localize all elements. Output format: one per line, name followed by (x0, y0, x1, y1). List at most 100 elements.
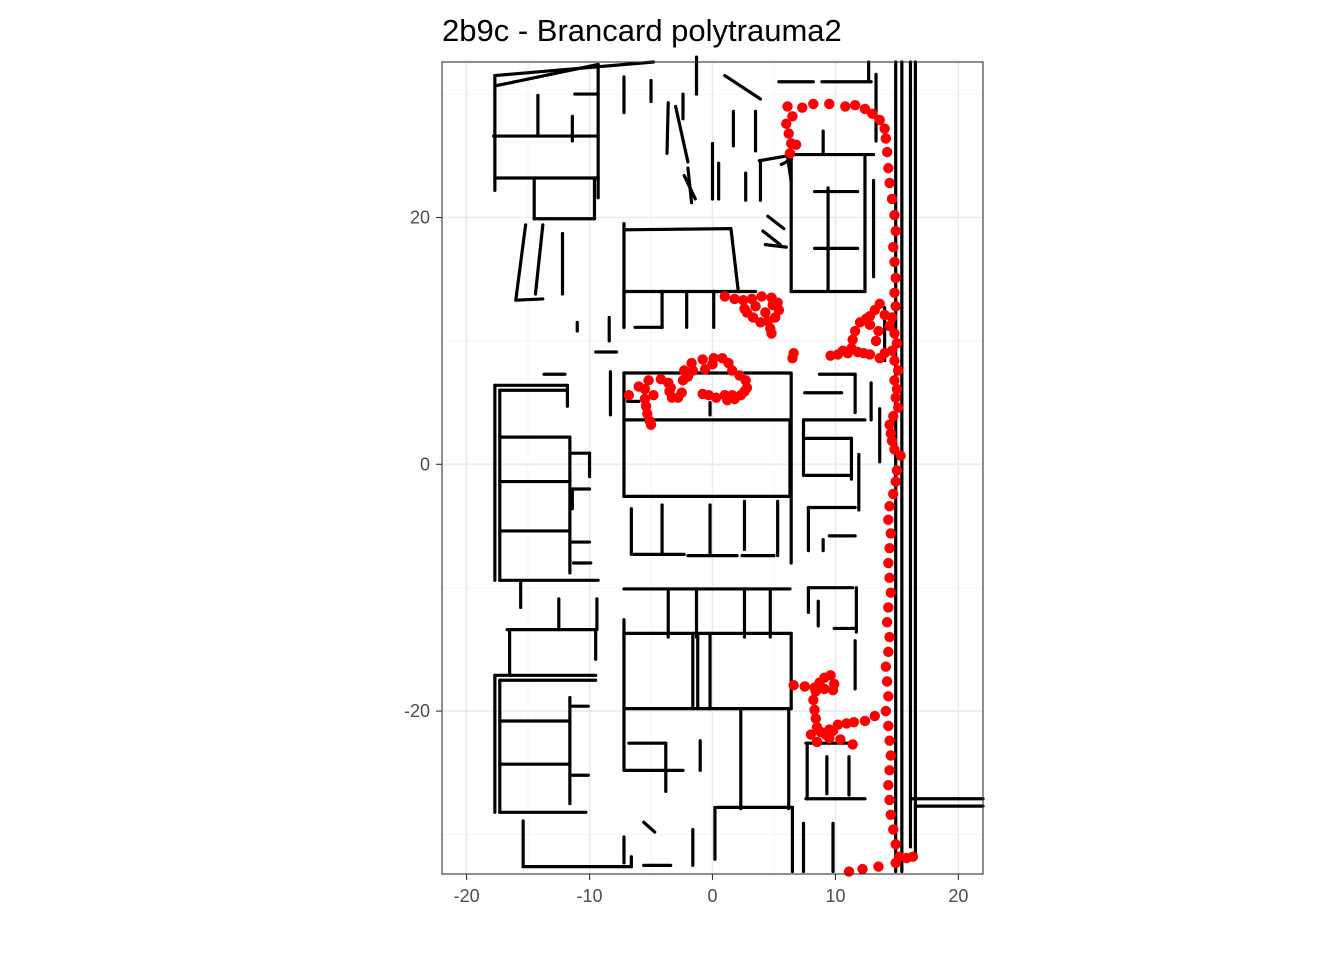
track-point (874, 114, 885, 126)
track-point (884, 320, 895, 332)
track-points (623, 98, 919, 877)
track-point (869, 710, 880, 722)
track-point (873, 325, 884, 337)
track-point (859, 715, 871, 727)
track-point (883, 514, 894, 526)
track-point (643, 375, 654, 386)
track-point (790, 139, 802, 150)
track-point (890, 301, 901, 312)
wall-segment (495, 62, 600, 88)
wall-segment (514, 297, 545, 302)
track-point (888, 488, 899, 500)
track-point (719, 291, 730, 302)
track-point (884, 419, 895, 431)
track-point (883, 557, 894, 569)
x-axis: -20 -10 0 10 20 (454, 874, 968, 906)
track-point (885, 809, 896, 820)
wall-segment (674, 104, 690, 164)
track-point (890, 272, 901, 284)
track-point (889, 209, 900, 221)
track-point (699, 364, 711, 375)
track-point (808, 694, 819, 706)
x-tick-label: 20 (948, 886, 968, 906)
track-point (738, 294, 749, 306)
track-point (881, 676, 893, 687)
track-point (805, 729, 817, 740)
track-point (729, 393, 740, 405)
track-point (874, 298, 885, 310)
track-point (885, 587, 896, 598)
track-point (889, 287, 900, 298)
track-point (890, 476, 901, 487)
track-point (885, 750, 896, 761)
track-point (883, 779, 894, 791)
track-point (884, 177, 895, 189)
wall-segment (514, 223, 528, 302)
track-point (884, 735, 895, 746)
track-point (879, 348, 890, 359)
track-point (892, 365, 904, 376)
wall-segment (729, 226, 740, 294)
track-point (825, 350, 836, 361)
track-point (883, 691, 894, 702)
track-point (889, 328, 900, 339)
wall-segment (533, 223, 545, 296)
track-point (639, 383, 651, 395)
track-point (809, 704, 820, 716)
track-point (879, 123, 890, 134)
track-point (890, 857, 901, 869)
track-point (888, 824, 899, 835)
track-point (840, 101, 851, 112)
wall-segment (763, 243, 788, 249)
track-point (884, 631, 895, 643)
track-point (870, 335, 882, 347)
track-point (787, 352, 798, 364)
track-point (886, 435, 898, 447)
track-point (891, 338, 903, 349)
y-tick-label: 0 (420, 454, 430, 474)
track-point (888, 241, 899, 253)
track-point (885, 528, 896, 539)
track-point (843, 866, 855, 877)
wall-segment (682, 173, 697, 201)
track-point (788, 679, 799, 691)
track-point (782, 101, 793, 112)
wall-segment (723, 73, 763, 101)
track-point (824, 724, 835, 735)
track-point (849, 99, 861, 111)
track-point (824, 98, 835, 110)
track-point (783, 128, 794, 139)
track-point (890, 225, 901, 237)
track-point (886, 193, 898, 205)
track-point (767, 299, 778, 311)
x-tick-label: -20 (454, 886, 480, 906)
track-point (864, 349, 876, 360)
track-point (880, 133, 892, 144)
track-point (781, 118, 792, 129)
track-point (847, 739, 858, 750)
track-point (810, 713, 821, 724)
y-tick-label: 20 (410, 207, 430, 227)
track-point (756, 291, 767, 302)
track-point (880, 661, 892, 672)
track-point (811, 721, 823, 733)
plot-panel (441, 55, 985, 877)
track-point (739, 303, 750, 315)
y-tick-label: -20 (404, 701, 430, 721)
track-point (784, 148, 796, 159)
track-point (895, 450, 906, 461)
track-point (847, 334, 858, 345)
track-point (889, 355, 900, 366)
track-point (884, 572, 895, 584)
track-point (760, 307, 771, 318)
track-point (873, 861, 884, 872)
track-point (880, 705, 892, 717)
track-point (811, 736, 823, 748)
track-point (883, 602, 894, 613)
track-point (854, 317, 866, 328)
track-point (891, 383, 903, 395)
wall-segment (761, 229, 782, 247)
floorplan-walls (492, 55, 985, 874)
track-point (827, 684, 839, 696)
track-point (645, 419, 657, 431)
